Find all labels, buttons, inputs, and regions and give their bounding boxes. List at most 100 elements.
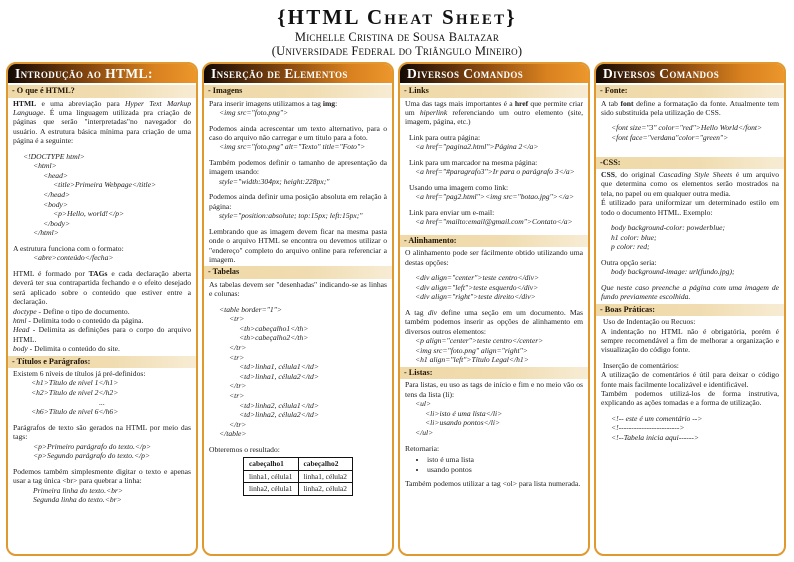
paragraph: HTML e uma abreviação para Hyper Text Ma… — [13, 99, 191, 146]
inline-italic: doctype — [13, 306, 37, 316]
code-line: </table> — [219, 429, 247, 439]
code-line: <td>linha1, célula1</td> — [239, 362, 319, 372]
paragraph: Link para outra página: — [409, 132, 481, 142]
paragraph: Podemos ainda definir uma posição absolu… — [209, 192, 387, 211]
code-line: <h6>Título de nível 6</h6> — [31, 407, 119, 417]
paragraph: A tag div define uma seção em um documen… — [405, 308, 583, 336]
inline-text: - Define o tipo de documento. — [36, 306, 130, 316]
section-header-listas: - Listas: — [400, 366, 588, 380]
code-line: <td>linha2, célula2</td> — [239, 410, 319, 420]
code-line: <!-- este é um comentário --> — [611, 413, 703, 423]
section-header-o-que-e-html: - O que é HTML? — [8, 85, 196, 98]
inline-italic: Head — [13, 325, 30, 335]
section-header-tabelas: - Tabelas — [204, 266, 392, 279]
inline-text: Uma das tags mais importantes é a — [405, 98, 515, 108]
code-line: Primeira linha do texto.<br> — [33, 485, 123, 495]
code-line: <p align="center">teste centro</center> — [415, 336, 544, 346]
section-header-titulos-e-paragrafos: - Títulos e Parágrafos: — [8, 355, 196, 369]
inline-text: - Delimita todo o conteúdo da página. — [26, 315, 144, 325]
definition-line: Head - Delimita as definições para o cor… — [13, 325, 191, 344]
inline-text: - Delimita o conteúdo do site. — [27, 344, 120, 354]
table-cell: linha1, célula1 — [242, 469, 299, 484]
code-line: <p>Primeiro parágrafo do texto.</p> — [33, 441, 152, 451]
code-line: </tr> — [229, 419, 247, 429]
code-line: <img src="foto.png" alt="Texto" title="F… — [219, 142, 366, 152]
inline-italic: div — [427, 307, 438, 317]
author-name: Michelle Cristina de Sousa Baltazar — [294, 30, 500, 45]
code-line: <!--Tabela inicia aqui------> — [611, 432, 699, 442]
code-line: <tr> — [229, 391, 245, 400]
panel-header: Introdução ao HTML: — [8, 64, 196, 83]
definition-line: doctype - Define o tipo de documento. — [13, 307, 191, 316]
section-header-css: -CSS: — [596, 156, 784, 169]
paragraph: Lembrando que as imagem devem ficar na m… — [209, 226, 387, 264]
paragraph: Também podemos definir o tamanho de apre… — [209, 157, 387, 177]
panel-header: Diversos Comandos — [400, 64, 588, 83]
code-line: style="position:absolute; top:15px; left… — [219, 211, 363, 221]
code-line: </html> — [33, 228, 59, 238]
code-line: <img src="foto.png"> — [219, 107, 289, 117]
paragraph: Outra opção seria: — [601, 257, 657, 267]
code-line: </tr> — [229, 381, 247, 391]
paragraph: Também podemos utilizá-los de forma inst… — [601, 388, 779, 408]
inline-bold: href — [514, 98, 529, 108]
table-row: cabeçalho1 cabeçalho2 — [242, 457, 354, 471]
code-line: style="width:304px; height:228px;" — [219, 176, 330, 186]
inline-text: HTML é formado por — [13, 268, 89, 278]
definition-line: body - Delimita o conteúdo do site. — [13, 344, 191, 353]
list-item: usando pontos — [427, 465, 583, 476]
code-line: <img src="foto.png" align="right"> — [415, 345, 528, 355]
panel-body: - Fonte: A tab font define a formatação … — [596, 83, 784, 447]
page-title-block: {HTML Cheat Sheet} Michelle Cristina de … — [0, 0, 794, 58]
paragraph: Parágrafos de texto são gerados na HTML … — [13, 422, 191, 442]
inline-text: e uma abreviação para — [36, 98, 126, 108]
inline-italic: body — [13, 344, 28, 354]
code-line: <div align="right">teste direito</div> — [415, 292, 536, 302]
inline-text: e cada declaração aberta deverá ter sua … — [13, 268, 191, 307]
code-line: body background-color: powderblue; — [611, 223, 726, 233]
code-line: <div align="left">teste esquerdo</div> — [415, 282, 539, 292]
code-line: ... — [99, 397, 105, 407]
result-list: isto é uma lista usando pontos — [405, 455, 583, 476]
inline-text: Para inserir imagens utilizamos a tag — [209, 98, 323, 108]
paragraph: CSS, do original Cascading Style Sheets … — [601, 170, 779, 198]
inline-text: : — [335, 98, 338, 108]
code-line: <font size="3" color="red">Hello World</… — [611, 123, 763, 133]
inline-text: , do original — [614, 170, 659, 179]
inline-text: . É uma linguagem utilizada pra criação … — [13, 107, 191, 146]
code-line: <ul> — [415, 399, 432, 409]
table-cell: linha2, célula1 — [242, 482, 299, 496]
inline-italic: Hyper Text Markup Language — [13, 98, 191, 117]
paragraph: HTML é formado por TAGs e cada declaraçã… — [13, 269, 191, 307]
code-line: <td>linha2, célula1</td> — [239, 400, 319, 410]
paragraph: Link para enviar um e-mail: — [409, 207, 495, 217]
code-line: <p>Segundo parágrafo do texto.</p> — [33, 451, 151, 461]
table-row: linha1, célula1 linha1, célula2 — [242, 469, 354, 484]
code-line: <tr> — [229, 314, 245, 324]
code-line: <font face="verdana"color="green"> — [611, 132, 729, 142]
paragraph: Uma das tags mais importantes é a href q… — [405, 99, 583, 127]
code-line: <h1 align="left">Título Legal</h1> — [415, 355, 529, 365]
inline-text: que permite criar um — [405, 98, 583, 117]
code-line: <th>cabeçalho2</th> — [239, 333, 309, 343]
panel-header: Diversos Comandos — [596, 64, 784, 83]
inline-italic: html — [13, 315, 27, 325]
code-line: <html> — [33, 161, 57, 171]
code-line: </head> — [43, 189, 71, 199]
paragraph: O alinhamento pode ser fácilmente obtido… — [405, 248, 583, 267]
subsection-label: Uso de Indentação ou Recuos: — [603, 317, 696, 327]
page-title: {HTML Cheat Sheet} — [277, 5, 517, 29]
table-row: linha2, célula1 linha2, célula2 — [242, 482, 354, 496]
paragraph: As tabelas devem ser "desenhadas" indica… — [209, 279, 387, 299]
inline-text: referenciando um outro elemento (site, i… — [405, 107, 584, 127]
code-line: <h1>Título de nível 1</h1> — [31, 378, 119, 388]
paragraph: Podemos também simplesmente digitar o te… — [13, 466, 191, 486]
code-line: <body> — [43, 199, 69, 209]
inline-text: - Delimita as definições para o corpo do… — [13, 325, 191, 344]
code-line: <table border="1"> — [219, 304, 283, 314]
code-line: <th>cabeçalho1</th> — [239, 323, 309, 333]
author-affiliation: (Universidade Federal do Triângulo Minei… — [271, 44, 523, 59]
paragraph: A indentação no HTML não é obrigatória, … — [601, 326, 779, 355]
code-line: </body> — [43, 218, 71, 228]
code-line: </tr> — [229, 343, 247, 353]
